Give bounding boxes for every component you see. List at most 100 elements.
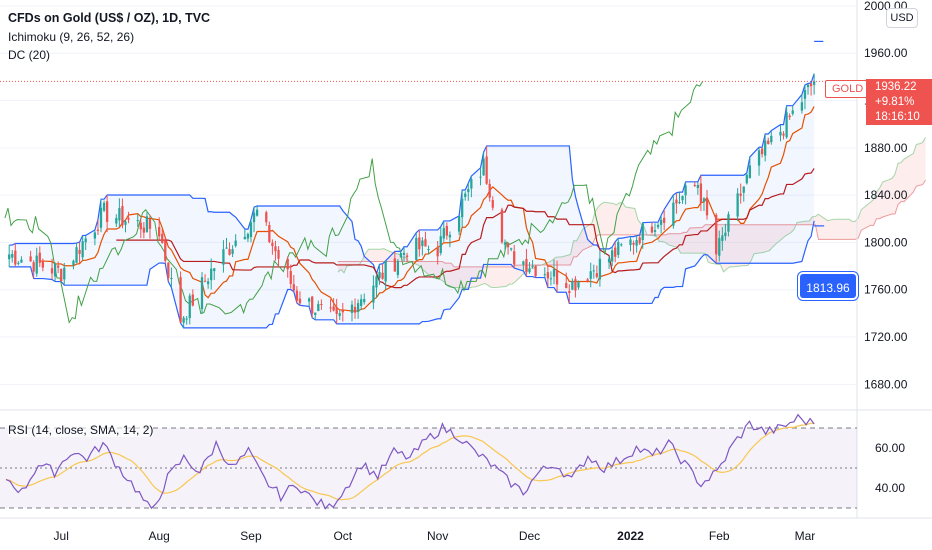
candle <box>234 234 237 248</box>
candle-body <box>467 189 470 193</box>
candle-body <box>485 156 488 184</box>
candle-body <box>610 250 614 262</box>
candle-body <box>200 277 204 310</box>
candle-body <box>228 248 231 255</box>
rsi-pane: 40.00 60.00 <box>0 413 905 510</box>
candle-body <box>298 298 302 304</box>
candle-body <box>803 90 807 99</box>
candle <box>164 236 167 264</box>
currency-button[interactable]: USD <box>886 8 918 28</box>
candle-body <box>75 247 78 263</box>
candle <box>363 293 366 305</box>
candle <box>653 223 657 237</box>
candle <box>470 176 473 198</box>
candle <box>375 273 378 298</box>
candle-body <box>442 228 445 239</box>
candle-body <box>785 112 788 138</box>
candle-body <box>139 222 142 230</box>
candle-body <box>249 222 253 238</box>
donchian-legend[interactable]: DC (20) <box>8 48 51 62</box>
candle-body <box>702 198 706 202</box>
candle <box>231 245 234 258</box>
time-tick-label: Oct <box>333 529 352 543</box>
candle <box>448 231 452 248</box>
candle-body <box>791 110 794 114</box>
candle <box>607 256 611 269</box>
donchian-channel <box>9 40 825 329</box>
candle-body <box>210 268 213 281</box>
candle <box>748 156 752 179</box>
candle <box>620 243 623 247</box>
candle-body <box>17 262 20 264</box>
candle-body <box>678 202 681 204</box>
candle-body <box>307 298 311 302</box>
candle <box>8 245 11 267</box>
candle <box>393 251 396 272</box>
rsi-tick-label: 40.00 <box>875 481 905 495</box>
candle-body <box>424 239 427 247</box>
candle <box>222 240 225 273</box>
candle-body <box>565 283 568 289</box>
candle <box>546 264 550 288</box>
candle-body <box>513 251 516 265</box>
candle <box>405 252 409 263</box>
last-price-label: 1936.22 +9.81% 18:16:10 <box>866 79 932 125</box>
candle <box>785 105 788 139</box>
candle-body <box>525 259 528 273</box>
candle <box>482 152 485 176</box>
candle <box>791 105 794 116</box>
candle-body <box>213 268 216 272</box>
candle <box>675 192 678 214</box>
candle <box>672 194 675 229</box>
candle-body <box>206 281 210 285</box>
candle <box>268 221 271 244</box>
rsi-tick-label: 60.00 <box>875 441 905 455</box>
candle-body <box>277 249 280 259</box>
price-axis: 1680.00 1720.00 1760.00 1800.00 1840.00 1880.… <box>864 0 908 391</box>
candle <box>543 267 546 278</box>
candle-body <box>170 278 173 280</box>
candle-body <box>809 83 813 87</box>
price-tick-label: 1760.00 <box>864 283 908 297</box>
candle-body <box>148 218 152 229</box>
candle <box>191 289 194 307</box>
candle-body <box>14 250 17 265</box>
candle <box>503 239 507 250</box>
candle-body <box>286 258 289 270</box>
candle-body <box>271 242 274 247</box>
kijun-sen <box>116 168 815 289</box>
candle <box>274 240 277 261</box>
candle <box>286 256 289 278</box>
candle-body <box>718 238 721 256</box>
candle-body <box>699 183 703 204</box>
candle <box>142 222 146 239</box>
candle <box>461 189 464 228</box>
candle-body <box>317 303 320 311</box>
candle-body <box>457 215 461 232</box>
candle-body <box>464 193 467 197</box>
candle <box>467 183 470 201</box>
symbol-legend[interactable]: CFDs on Gold (US$ / OZ), 1D, TVC <box>8 11 211 25</box>
ichimoku-legend[interactable]: Ichimoku (9, 26, 52, 26) <box>8 30 135 44</box>
rsi-legend[interactable]: RSI (14, close, SMA, 14, 2) <box>8 423 154 437</box>
candle <box>246 232 250 243</box>
candle-body <box>663 217 666 223</box>
candle <box>757 147 761 176</box>
candle <box>381 263 384 280</box>
donchian-fill <box>9 73 815 328</box>
candle-body <box>32 262 35 272</box>
candle <box>479 167 482 186</box>
candle <box>105 195 109 233</box>
candle <box>53 262 57 282</box>
candle-body <box>84 238 87 243</box>
candle <box>35 247 38 277</box>
candle-body <box>93 232 97 239</box>
candle-body <box>167 262 170 278</box>
candle <box>739 183 742 204</box>
candle <box>402 246 406 262</box>
candle-body <box>571 281 574 290</box>
senkou-span-a <box>337 137 926 289</box>
candle <box>115 214 118 227</box>
candle <box>770 130 773 145</box>
